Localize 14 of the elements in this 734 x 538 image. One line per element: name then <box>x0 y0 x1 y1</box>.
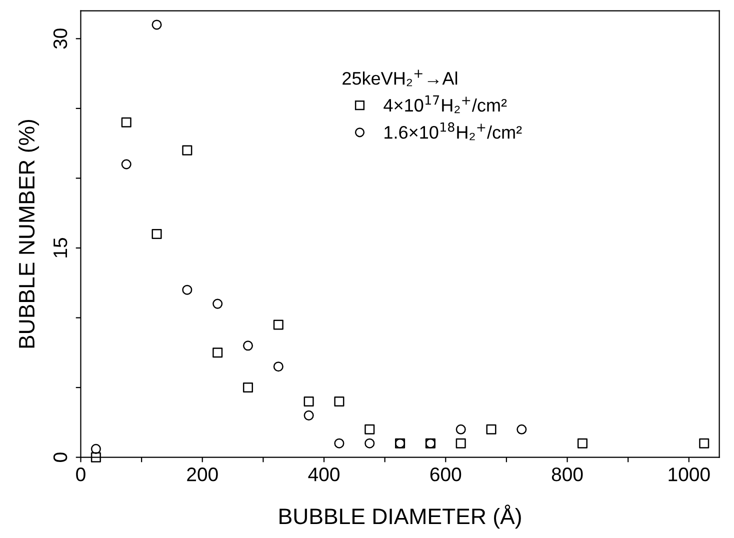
x-tick-label: 400 <box>308 468 340 482</box>
legend-label: 1.6×10$^{18}$H₂$^{+}$/cm² <box>384 122 522 140</box>
legend-label: 4×10$^{17}$H₂$^{+}$/cm² <box>384 95 507 114</box>
x-tick-label: 200 <box>187 468 218 482</box>
y-tick-label: 30 <box>53 28 68 49</box>
y-axis-title: BUBBLE NUMBER (%) <box>18 120 39 348</box>
x-tick-label: 800 <box>552 468 583 482</box>
x-tick-label: 0 <box>76 468 86 482</box>
x-tick-label: 600 <box>430 468 462 482</box>
x-axis-title: BUBBLE DIAMETER (Å) <box>280 504 521 529</box>
y-tick-label: 15 <box>54 238 68 258</box>
y-tick-label: 0 <box>53 452 68 462</box>
legend-title: 25keVH₂$^{+}$→Al <box>342 70 458 86</box>
x-tick-label: 1000 <box>668 468 710 482</box>
